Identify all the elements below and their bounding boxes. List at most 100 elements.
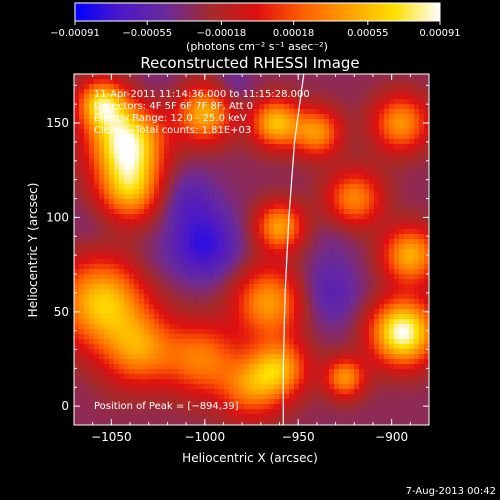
heatmap-cell xyxy=(244,324,250,330)
heatmap-cell xyxy=(279,119,285,125)
heatmap-cell xyxy=(289,249,295,255)
heatmap-cell xyxy=(144,94,150,100)
heatmap-cell xyxy=(424,84,429,90)
heatmap-cell xyxy=(134,364,140,370)
heatmap-cell xyxy=(209,169,215,175)
heatmap-cell xyxy=(109,189,115,195)
heatmap-cell xyxy=(169,219,175,225)
heatmap-cell xyxy=(124,209,130,215)
heatmap-cell xyxy=(269,204,275,210)
heatmap-cell xyxy=(289,139,295,145)
heatmap-cell xyxy=(359,134,365,140)
heatmap-cell xyxy=(319,374,325,380)
heatmap-cell xyxy=(159,194,165,200)
heatmap-cell xyxy=(169,324,175,330)
heatmap-cell xyxy=(199,244,205,250)
heatmap-cell xyxy=(214,389,220,395)
heatmap-cell xyxy=(169,329,175,335)
heatmap-cell xyxy=(319,284,325,290)
heatmap-cell xyxy=(299,164,305,170)
heatmap-cell xyxy=(214,414,220,420)
heatmap-cell xyxy=(229,174,235,180)
heatmap-cell xyxy=(424,294,429,300)
heatmap-cell xyxy=(264,234,270,240)
heatmap-cell xyxy=(104,154,110,160)
heatmap-cell xyxy=(149,414,155,420)
heatmap-cell xyxy=(359,329,365,335)
heatmap-cell xyxy=(274,149,280,155)
heatmap-cell xyxy=(324,104,330,110)
heatmap-cell xyxy=(169,254,175,260)
heatmap-cell xyxy=(134,94,140,100)
heatmap-cell xyxy=(199,99,205,105)
heatmap-cell xyxy=(194,204,200,210)
heatmap-cell xyxy=(389,199,395,205)
heatmap-cell xyxy=(389,294,395,300)
heatmap-cell xyxy=(199,144,205,150)
heatmap-cell xyxy=(279,224,285,230)
heatmap-cell xyxy=(354,164,360,170)
heatmap-cell xyxy=(184,279,190,285)
heatmap-cell xyxy=(379,139,385,145)
heatmap-cell xyxy=(324,364,330,370)
heatmap-cell xyxy=(424,314,429,320)
heatmap-cell xyxy=(89,269,95,275)
heatmap-cell xyxy=(284,404,290,410)
heatmap-cell xyxy=(109,314,115,320)
heatmap-cell xyxy=(109,274,115,280)
heatmap-cell xyxy=(124,104,130,110)
heatmap-cell xyxy=(109,364,115,370)
heatmap-cell xyxy=(84,119,90,125)
heatmap-cell xyxy=(99,94,105,100)
heatmap-cell xyxy=(404,289,410,295)
heatmap-cell xyxy=(334,74,340,80)
heatmap-cell xyxy=(354,104,360,110)
heatmap-cell xyxy=(334,314,340,320)
heatmap-cell xyxy=(114,419,120,425)
heatmap-cell xyxy=(234,234,240,240)
heatmap-cell xyxy=(404,114,410,120)
heatmap-cell xyxy=(149,359,155,365)
heatmap-cell xyxy=(144,374,150,380)
heatmap-cell xyxy=(139,389,145,395)
heatmap-cell xyxy=(239,279,245,285)
heatmap-cell xyxy=(159,369,165,375)
heatmap-cell xyxy=(209,234,215,240)
heatmap-cell xyxy=(199,254,205,260)
heatmap-cell xyxy=(279,179,285,185)
heatmap-cell xyxy=(104,134,110,140)
heatmap-cell xyxy=(309,309,315,315)
heatmap-cell xyxy=(309,159,315,165)
heatmap-cell xyxy=(79,109,85,115)
heatmap-cell xyxy=(129,109,135,115)
heatmap-cell xyxy=(224,374,230,380)
heatmap-cell xyxy=(359,259,365,265)
heatmap-cell xyxy=(239,269,245,275)
heatmap-cell xyxy=(324,189,330,195)
heatmap-cell xyxy=(114,299,120,305)
heatmap-cell xyxy=(344,149,350,155)
heatmap-cell xyxy=(184,109,190,115)
heatmap-cell xyxy=(209,369,215,375)
heatmap-cell xyxy=(154,159,160,165)
colorbar-tick-label: 0.00091 xyxy=(419,28,460,39)
heatmap-cell xyxy=(354,209,360,215)
heatmap-cell xyxy=(419,284,425,290)
heatmap-cell xyxy=(334,184,340,190)
heatmap-cell xyxy=(134,369,140,375)
heatmap-cell xyxy=(99,319,105,325)
heatmap-cell xyxy=(324,159,330,165)
heatmap-cell xyxy=(304,104,310,110)
heatmap-cell xyxy=(164,394,170,400)
heatmap-cell xyxy=(274,154,280,160)
heatmap-cell xyxy=(414,404,420,410)
heatmap-cell xyxy=(379,84,385,90)
heatmap-cell xyxy=(94,284,100,290)
heatmap-cell xyxy=(134,374,140,380)
heatmap-cell xyxy=(424,144,429,150)
heatmap-cell xyxy=(224,389,230,395)
heatmap-cell xyxy=(304,369,310,375)
heatmap-cell xyxy=(359,399,365,405)
heatmap-cell xyxy=(344,189,350,195)
heatmap-cell xyxy=(109,99,115,105)
